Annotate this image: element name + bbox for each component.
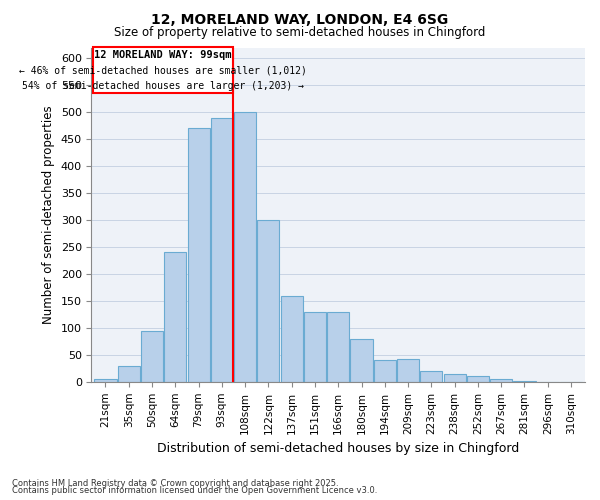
Bar <box>490 379 512 382</box>
Bar <box>281 296 303 382</box>
Text: 12, MORELAND WAY, LONDON, E4 6SG: 12, MORELAND WAY, LONDON, E4 6SG <box>151 12 449 26</box>
Bar <box>211 118 233 382</box>
Bar <box>188 128 209 382</box>
Bar <box>467 376 489 382</box>
Bar <box>443 374 466 382</box>
Bar <box>141 330 163 382</box>
Text: 12 MORELAND WAY: 99sqm: 12 MORELAND WAY: 99sqm <box>94 50 232 60</box>
Bar <box>374 360 396 382</box>
Text: 54% of semi-detached houses are larger (1,203) →: 54% of semi-detached houses are larger (… <box>22 80 304 90</box>
Bar <box>257 220 280 382</box>
Text: ← 46% of semi-detached houses are smaller (1,012): ← 46% of semi-detached houses are smalle… <box>19 66 307 76</box>
Text: Size of property relative to semi-detached houses in Chingford: Size of property relative to semi-detach… <box>115 26 485 39</box>
Bar <box>397 359 419 382</box>
Bar <box>514 380 536 382</box>
Bar <box>234 112 256 382</box>
Bar <box>421 371 442 382</box>
X-axis label: Distribution of semi-detached houses by size in Chingford: Distribution of semi-detached houses by … <box>157 442 520 455</box>
Bar <box>118 366 140 382</box>
Text: Contains HM Land Registry data © Crown copyright and database right 2025.: Contains HM Land Registry data © Crown c… <box>12 478 338 488</box>
Bar <box>304 312 326 382</box>
Text: Contains public sector information licensed under the Open Government Licence v3: Contains public sector information licen… <box>12 486 377 495</box>
Bar <box>327 312 349 382</box>
Bar <box>164 252 187 382</box>
Y-axis label: Number of semi-detached properties: Number of semi-detached properties <box>42 106 55 324</box>
Bar <box>94 379 116 382</box>
Bar <box>350 338 373 382</box>
Bar <box>92 48 233 94</box>
